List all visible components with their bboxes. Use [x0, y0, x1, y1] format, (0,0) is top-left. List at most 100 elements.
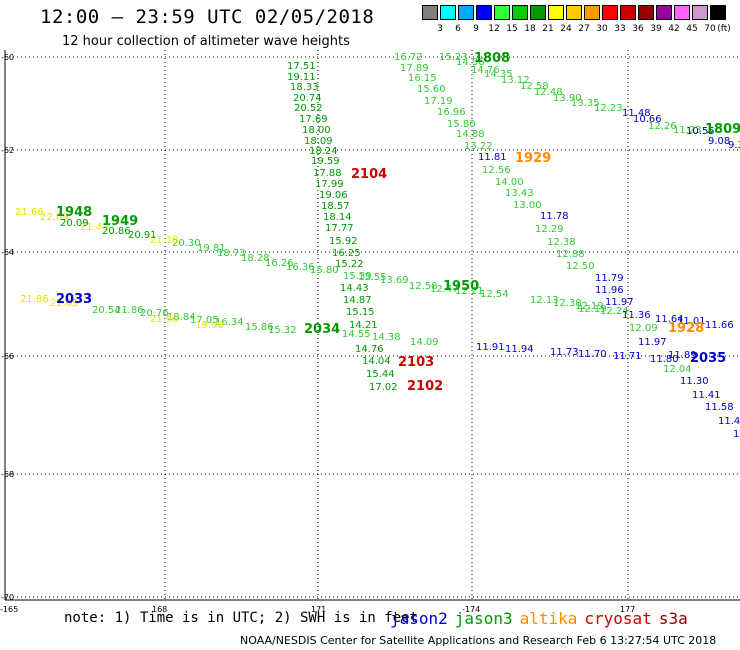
latitude-label: -68: [1, 470, 14, 479]
wave-height-value: 14.76: [355, 344, 384, 355]
color-swatch: [476, 5, 492, 20]
wave-height-value: 15.80: [447, 119, 476, 130]
color-scale-label: 42: [668, 24, 680, 34]
wave-height-value: 10.66: [633, 114, 662, 125]
pass-time-label: 1929: [515, 151, 551, 166]
wave-height-value: 20.86: [102, 226, 131, 237]
wave-height-value: 12.23: [594, 103, 623, 114]
wave-height-value: 13.69: [380, 275, 409, 286]
color-swatch: [530, 5, 546, 20]
wave-height-value: 15.22: [335, 259, 364, 270]
wave-height-value: 21.90: [150, 314, 179, 325]
pass-time-label: 1808: [474, 51, 510, 66]
wave-height-value: 12.48: [534, 87, 563, 98]
pass-time-label: 2034: [304, 322, 340, 337]
wave-height-value: 9.3: [728, 140, 740, 151]
wave-height-value: 13.35: [571, 98, 600, 109]
wave-height-value: 16.15: [408, 73, 437, 84]
wave-height-value: 17.77: [325, 223, 354, 234]
wave-height-value: 14.38: [372, 332, 401, 343]
wave-height-value: 21.66: [15, 207, 44, 218]
color-scale-label: 12: [488, 24, 500, 34]
wave-height-points: 17.5119.1118.3320.7420.5217.6918.0018.09…: [15, 52, 740, 440]
wave-height-value: 11.89: [668, 350, 697, 361]
wave-height-value: 11.64: [655, 314, 684, 325]
wave-height-value: 11.73: [550, 347, 579, 358]
wave-height-value: 14.55: [342, 329, 371, 340]
wave-height-value: 17.69: [299, 114, 328, 125]
wave-height-value: 17.99: [315, 179, 344, 190]
wave-height-value: 20.54: [92, 305, 121, 316]
wave-height-value: 15.86: [245, 322, 274, 333]
wave-height-value: 11.80: [650, 354, 679, 365]
latitude-label: -66: [1, 352, 14, 361]
wave-height-value: 11.23: [673, 125, 702, 136]
wave-height-value: 16.26: [265, 258, 294, 269]
latitude-label: -70: [1, 593, 14, 602]
legend-s3a: s3a: [658, 609, 688, 628]
wave-height-value: 13.55: [358, 272, 387, 283]
wave-height-value: 15.39: [343, 271, 372, 282]
pass-time-labels: 1808 1809 1929 2104 1948 1949 1950 2103 2102 1928…: [56, 51, 740, 394]
wave-height-value: 20.52: [294, 103, 323, 114]
color-swatch: [548, 5, 564, 20]
wave-height-value: 14.43: [340, 283, 369, 294]
wave-height-value: 19.06: [319, 190, 348, 201]
wave-height-value: 11.97: [605, 297, 634, 308]
wave-height-value: 19.81: [197, 243, 226, 254]
pass-time-label: 2102: [407, 379, 443, 394]
wave-height-value: 16.34: [215, 317, 244, 328]
wave-height-value: 17.19: [424, 96, 453, 107]
wave-height-value: 14.76: [471, 65, 500, 76]
color-swatch: [584, 5, 600, 20]
wave-height-value: 13.00: [513, 200, 542, 211]
color-scale-label: 18: [524, 24, 536, 34]
wave-height-value: 18.00: [302, 125, 331, 136]
wave-height-value: 14.87: [343, 295, 372, 306]
wave-height-value: 15.32: [268, 325, 297, 336]
wave-height-value: 11.58: [705, 402, 734, 413]
color-scale-label: 9: [473, 24, 479, 34]
wave-height-value: 18.33: [290, 82, 319, 93]
wave-height-value: 12.19: [578, 304, 607, 315]
longitude-label: 177: [620, 605, 635, 614]
wave-height-value: 12.26: [648, 121, 677, 132]
wave-height-value: 14.09: [410, 337, 439, 348]
wave-height-value: 12.50: [566, 261, 595, 272]
axis-labels: -60 -62 -64 -66 -68 -70 -165 168 171 -174 177: [0, 53, 635, 614]
wave-height-value: 19.59: [311, 156, 340, 167]
pass-time-label: 2035: [690, 351, 726, 366]
wave-height-value: 12.58: [520, 81, 549, 92]
wave-height-value: 14.00: [495, 177, 524, 188]
pass-time-label: 2103: [398, 355, 434, 370]
wave-height-value: 15.60: [417, 84, 446, 95]
wave-height-value: 20.76: [140, 308, 169, 319]
wave-height-value: 12.88: [556, 249, 585, 260]
wave-height-value: 21.18: [150, 235, 179, 246]
wave-height-value: 20.09: [60, 218, 89, 229]
longitude-label: -165: [0, 605, 18, 614]
wave-height-value: 9.08: [708, 136, 730, 147]
wave-height-value: 11.66: [705, 320, 734, 331]
color-scale-label: 30: [596, 24, 608, 34]
wave-height-value: 15.15: [346, 307, 375, 318]
wave-height-value: 15.44: [366, 369, 395, 380]
color-swatch: [638, 5, 654, 20]
color-scale-label: 15: [506, 24, 518, 34]
wave-height-value: 19.90: [195, 320, 224, 331]
longitude-label: 168: [152, 605, 167, 614]
legend-altika: altika: [519, 609, 578, 628]
wave-height-value: 11.36: [622, 310, 651, 321]
pass-time-label: 1948: [56, 205, 92, 220]
color-scale-label: 45: [686, 24, 698, 34]
color-swatch: [422, 5, 438, 20]
latitude-label: -62: [1, 146, 14, 155]
color-scale-label: 33: [614, 24, 626, 34]
satellite-legend: jason2 jason3 altika cryosat s3a: [390, 609, 695, 628]
wave-height-value: 20.30: [172, 238, 201, 249]
wave-height-value: 12.38: [553, 298, 582, 309]
wave-height-value: 11.96: [595, 285, 624, 296]
wave-height-value: 12.19: [575, 301, 604, 312]
wave-height-value: 12.04: [663, 364, 692, 375]
